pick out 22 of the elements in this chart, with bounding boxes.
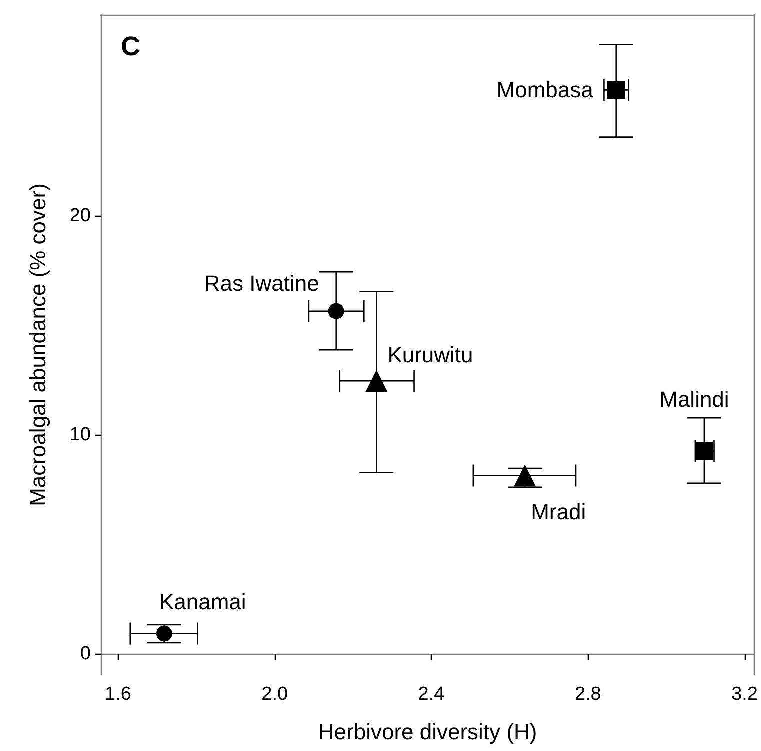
annotation: Mombasa [496,78,594,103]
x-tick-label: 1.6 [105,684,132,705]
x-tick-label: 3.2 [732,684,758,705]
y-axis-title: Macroalgal abundance (% cover) [26,184,50,506]
annotation: Ras Iwatine [204,270,320,296]
annotation: Malindi [660,386,730,412]
point [514,464,536,487]
x-tick-label: 2.8 [574,684,602,705]
annotation: Mradi [531,499,586,524]
annotation: Kuruwitu [388,342,474,368]
point [366,370,388,392]
point [607,81,626,100]
text: C [121,32,140,62]
x-tick-label: 2.4 [418,684,446,705]
y-tick-label: 10 [70,424,91,446]
x-tick-label: 2.0 [262,684,288,705]
annotation: Kanamai [159,589,246,614]
x-axis-title: Herbivore diversity (H) [318,720,538,744]
y-tick-label: 20 [70,205,91,226]
point [328,303,344,320]
point [156,626,172,642]
y-tick-label: 0 [80,644,91,665]
